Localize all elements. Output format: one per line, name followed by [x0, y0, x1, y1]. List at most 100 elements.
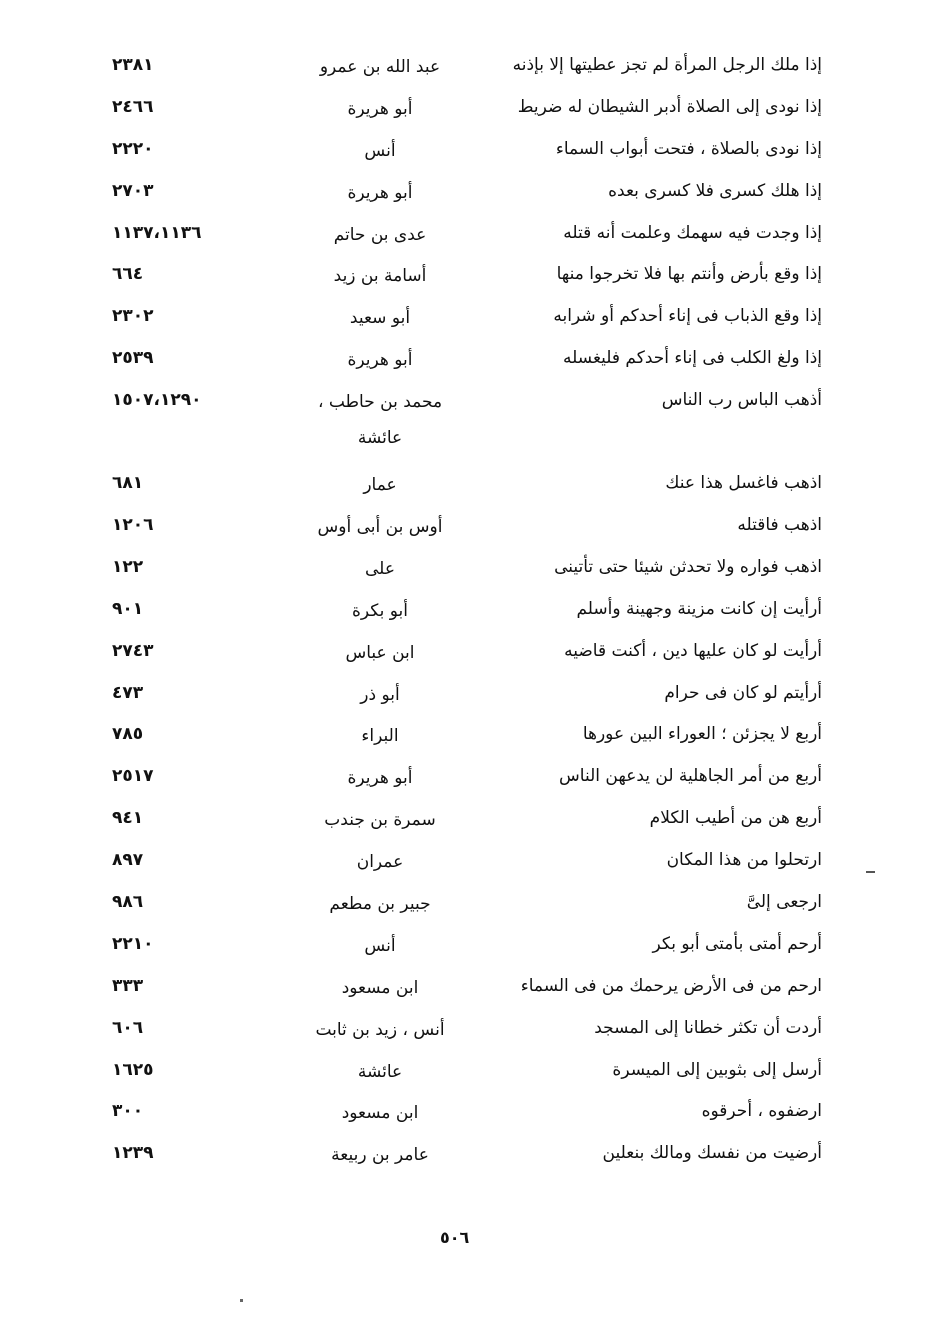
narrator: على — [365, 558, 395, 579]
hadith-text: أذهب الباس رب الناس — [661, 390, 822, 411]
narrator: عمار — [363, 475, 397, 496]
narrator: ابن عباس — [345, 642, 415, 663]
hadith-text: إذا وقع بأرض وأنتم بها فلا تخرجوا منها — [556, 264, 822, 285]
hadith-text: إذا نودى إلى الصلاة أدبر الشيطان له ضريط — [517, 96, 822, 117]
reference-number: ٢٤٦٦ — [112, 96, 154, 117]
narrator: سمرة بن جندب — [324, 810, 436, 831]
narrator: أبو هريرة — [347, 768, 413, 789]
reference-number: ٢٣٠٢ — [112, 306, 154, 327]
table-row: اذهب فاغسل هذا عنك عمار ٦٨١ — [0, 467, 941, 509]
hadith-text: إذا نودى بالصلاة ، فتحت أبواب السماء — [555, 138, 822, 159]
hadith-text: أرأيت لو كان عليها دين ، أكنت قاضيه — [564, 640, 822, 661]
narrator: أنس — [364, 140, 396, 161]
narrator: أنس ، زيد بن ثابت — [315, 1019, 445, 1040]
reference-number: ٩٨٦ — [112, 892, 144, 913]
hadith-text: إذا وقع الذباب فى إناء أحدكم أو شرابه — [553, 306, 822, 327]
scan-mark — [240, 1299, 243, 1302]
table-row: أردت أن تكثر خطانا إلى المسجد أنس ، زيد ب… — [0, 1012, 941, 1054]
table-row: إذا هلك كسرى فلا كسرى بعده أبو هريرة ٢٧٠٣ — [0, 175, 941, 217]
table-row: ارجعى إلىَّ جبير بن مطعم ٩٨٦ — [0, 886, 941, 928]
reference-number: ١٢٢ — [112, 556, 144, 577]
hadith-text: إذا ولغ الكلب فى إناء أحدكم فليغسله — [563, 348, 822, 369]
reference-number: ٢٧٠٣ — [112, 180, 154, 201]
reference-number: ٦٠٦ — [112, 1017, 144, 1038]
reference-number: ١٢٣٩ — [112, 1143, 154, 1164]
narrator: عدى بن حاتم — [333, 224, 427, 245]
hadith-text: أرحم أمتى بأمتى أبو بكر — [652, 933, 822, 954]
narrator: البراء — [361, 726, 399, 747]
narrator: جبير بن مطعم — [329, 894, 431, 915]
scan-mark — [866, 871, 875, 873]
reference-number: ٨٩٧ — [112, 850, 144, 871]
hadith-text: ارتحلوا من هذا المكان — [666, 850, 822, 871]
narrator: أبو ذر — [360, 684, 400, 705]
reference-number: ٢٢٢٠ — [112, 138, 154, 159]
narrator: محمد بن حاطب ، عائشة — [317, 392, 443, 449]
hadith-text: اذهب فاغسل هذا عنك — [665, 473, 822, 494]
table-row: إذا نودى إلى الصلاة أدبر الشيطان له ضريط… — [0, 91, 941, 133]
narrator: عمران — [356, 852, 404, 873]
reference-number: ٤٧٣ — [112, 682, 144, 703]
table-row: إذا وقع بأرض وأنتم بها فلا تخرجوا منها أس… — [0, 258, 941, 300]
table-row: ارحم من فى الأرض يرحمك من فى السماء ابن م… — [0, 970, 941, 1012]
reference-number: ٢٥٣٩ — [112, 348, 154, 369]
hadith-text: إذا وجدت فيه سهمك وعلمت أنه قتله — [563, 222, 822, 243]
table-row: إذا ملك الرجل المرأة لم تجز عطيتها إلا ب… — [0, 49, 941, 91]
hadith-index-table: إذا ملك الرجل المرأة لم تجز عطيتها إلا ب… — [0, 49, 941, 1179]
narrator: أسامة بن زيد — [333, 266, 427, 287]
hadith-text: اذهب فاقتله — [737, 515, 822, 536]
reference-number: ٢٧٤٣ — [112, 640, 154, 661]
reference-number: ٢٢١٠ — [112, 933, 154, 954]
reference-number: ٣٠٠ — [112, 1101, 144, 1122]
table-row: إذا نودى بالصلاة ، فتحت أبواب السماء أنس ٢… — [0, 133, 941, 175]
hadith-text: ارجعى إلىَّ — [746, 892, 822, 913]
narrator: أبو هريرة — [347, 350, 413, 371]
hadith-text: أرأيتم لو كان فى حرام — [664, 682, 822, 703]
table-row: أرسل إلى بثوبين إلى الميسرة عائشة ١٦٢٥ — [0, 1054, 941, 1096]
narrator: أبو بكرة — [351, 600, 409, 621]
narrator: أبو هريرة — [347, 98, 413, 119]
page-number: ٥٠٦ — [440, 1228, 470, 1247]
reference-number: ٩٤١ — [112, 808, 144, 829]
reference-number: ٦٦٤ — [112, 264, 144, 285]
hadith-text: إذا هلك كسرى فلا كسرى بعده — [608, 180, 822, 201]
reference-number: ١٥٠٧،١٢٩٠ — [112, 390, 202, 411]
hadith-text: أردت أن تكثر خطانا إلى المسجد — [594, 1017, 822, 1038]
narrator: أوس بن أبى أوس — [317, 517, 443, 538]
table-row: ارضفوه ، أحرقوه ابن مسعود ٣٠٠ — [0, 1095, 941, 1137]
narrator: ابن مسعود — [341, 1103, 419, 1124]
table-row: أرأيت إن كانت مزينة وجهينة وأسلم أبو بكرة… — [0, 593, 941, 635]
narrator: أبو سعيد — [349, 308, 411, 329]
table-row: ارتحلوا من هذا المكان عمران ٨٩٧ — [0, 844, 941, 886]
table-row: إذا وقع الذباب فى إناء أحدكم أو شرابه أبو… — [0, 300, 941, 342]
hadith-text: أربع من أمر الجاهلية لن يدعهن الناس — [559, 766, 822, 787]
hadith-text: اذهب فواره ولا تحدثن شيئا حتى تأتينى — [554, 556, 822, 577]
reference-number: ١١٣٧،١١٣٦ — [112, 222, 202, 243]
hadith-text: إذا ملك الرجل المرأة لم تجز عطيتها إلا ب… — [512, 55, 822, 75]
hadith-text: ارحم من فى الأرض يرحمك من فى السماء — [520, 975, 822, 996]
hadith-text: أرأيت إن كانت مزينة وجهينة وأسلم — [576, 598, 822, 619]
hadith-text: أربع هن من أطيب الكلام — [649, 808, 822, 829]
hadith-text: أربع لا يجزئن ؛ العوراء البين عورها — [582, 724, 822, 745]
reference-number: ٧٨٥ — [112, 724, 144, 745]
table-row: اذهب فاقتله أوس بن أبى أوس ١٢٠٦ — [0, 509, 941, 551]
reference-number: ٦٨١ — [112, 473, 144, 494]
table-row: إذا وجدت فيه سهمك وعلمت أنه قتله عدى بن ح… — [0, 217, 941, 259]
table-row: أذهب الباس رب الناس محمد بن حاطب ، عائشة ١… — [0, 384, 941, 467]
table-row: أرأيت لو كان عليها دين ، أكنت قاضيه ابن ع… — [0, 635, 941, 677]
reference-number: ١٦٢٥ — [112, 1059, 154, 1080]
reference-number: ٢٣٨١ — [112, 55, 154, 75]
reference-number: ٣٣٣ — [112, 975, 144, 996]
narrator: عبد الله بن عمرو — [319, 57, 441, 77]
hadith-text: أرضيت من نفسك ومالك بنعلين — [602, 1143, 822, 1164]
narrator: أبو هريرة — [347, 182, 413, 203]
reference-number: ٩٠١ — [112, 598, 144, 619]
table-row: أرأيتم لو كان فى حرام أبو ذر ٤٧٣ — [0, 677, 941, 719]
table-row: اذهب فواره ولا تحدثن شيئا حتى تأتينى على ١… — [0, 551, 941, 593]
table-row: أربع من أمر الجاهلية لن يدعهن الناس أبو ه… — [0, 760, 941, 802]
table-row: أرحم أمتى بأمتى أبو بكر أنس ٢٢١٠ — [0, 928, 941, 970]
narrator: عائشة — [357, 1061, 403, 1082]
table-row: أربع لا يجزئن ؛ العوراء البين عورها البرا… — [0, 718, 941, 760]
reference-number: ١٢٠٦ — [112, 515, 154, 536]
table-row: إذا ولغ الكلب فى إناء أحدكم فليغسله أبو ه… — [0, 342, 941, 384]
